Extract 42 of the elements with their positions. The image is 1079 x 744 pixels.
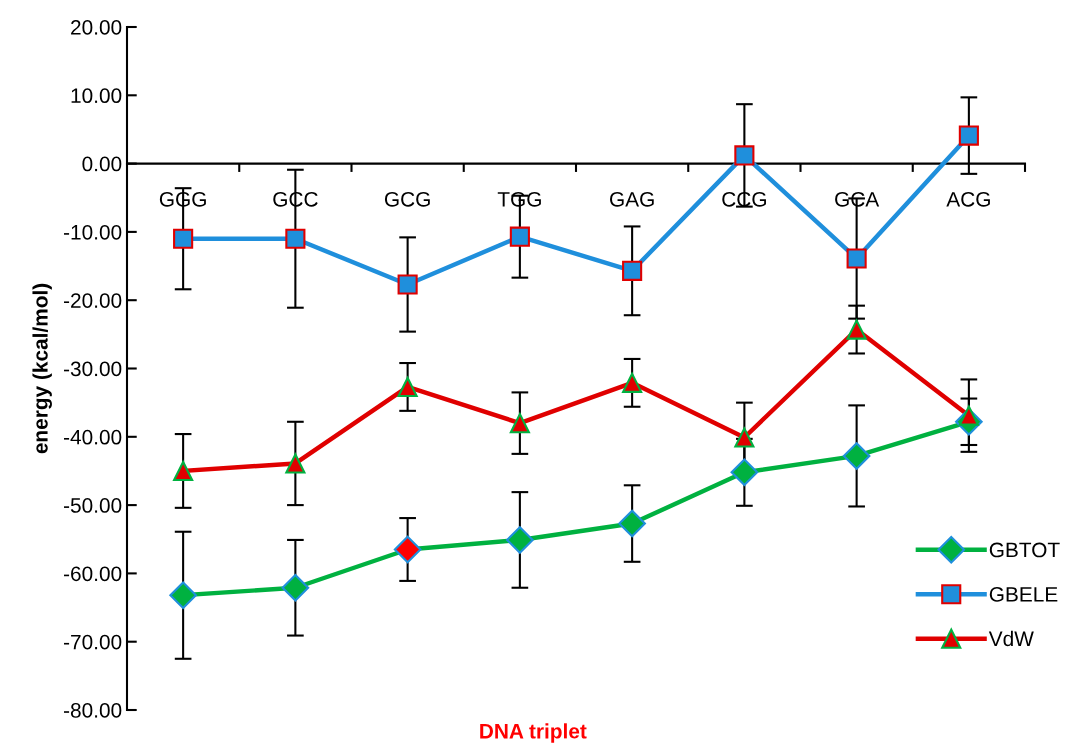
point [622, 260, 643, 281]
legend-label: GBTOT [989, 542, 1060, 558]
y-axis-title: energy (kcal/mol) [32, 283, 52, 454]
point [734, 427, 755, 448]
point [509, 413, 530, 434]
y-tick-label: -80.00 [64, 703, 122, 718]
point [169, 581, 197, 610]
y-tick-label: 10.00 [71, 88, 122, 104]
x-tick-label: ACG [946, 191, 990, 207]
legend-label: GBELE [989, 586, 1058, 602]
point [173, 460, 194, 482]
point [281, 573, 310, 602]
y-tick-label: -70.00 [64, 634, 122, 650]
y-tick-label: 20.00 [71, 20, 122, 35]
point [730, 458, 759, 487]
y-tick-label: -50.00 [64, 498, 122, 513]
x-axis-title: DNA triplet [480, 723, 587, 743]
y-tick-label: -10.00 [64, 224, 122, 240]
y-tick-label: -30.00 [64, 361, 122, 377]
x-tick-label: GCG [384, 191, 430, 207]
x-tick-label: GCA [835, 191, 880, 207]
point [842, 442, 871, 470]
point [509, 226, 530, 247]
legend-label: VdW [988, 630, 1034, 647]
x-tick-label: GAG [610, 191, 654, 207]
y-tick-label: 0.00 [82, 156, 122, 172]
point [506, 526, 534, 554]
point [173, 228, 194, 249]
point [397, 376, 418, 398]
point [285, 228, 306, 249]
point [393, 535, 422, 564]
y-tick-label: -60.00 [64, 566, 122, 582]
y-tick-label: -20.00 [64, 293, 122, 308]
point [846, 319, 867, 340]
point [397, 274, 418, 295]
point [734, 145, 755, 166]
point [285, 453, 306, 474]
point [846, 248, 867, 269]
point [618, 509, 646, 538]
point [622, 372, 643, 393]
point [958, 125, 979, 146]
y-tick-label: -40.00 [64, 429, 122, 445]
